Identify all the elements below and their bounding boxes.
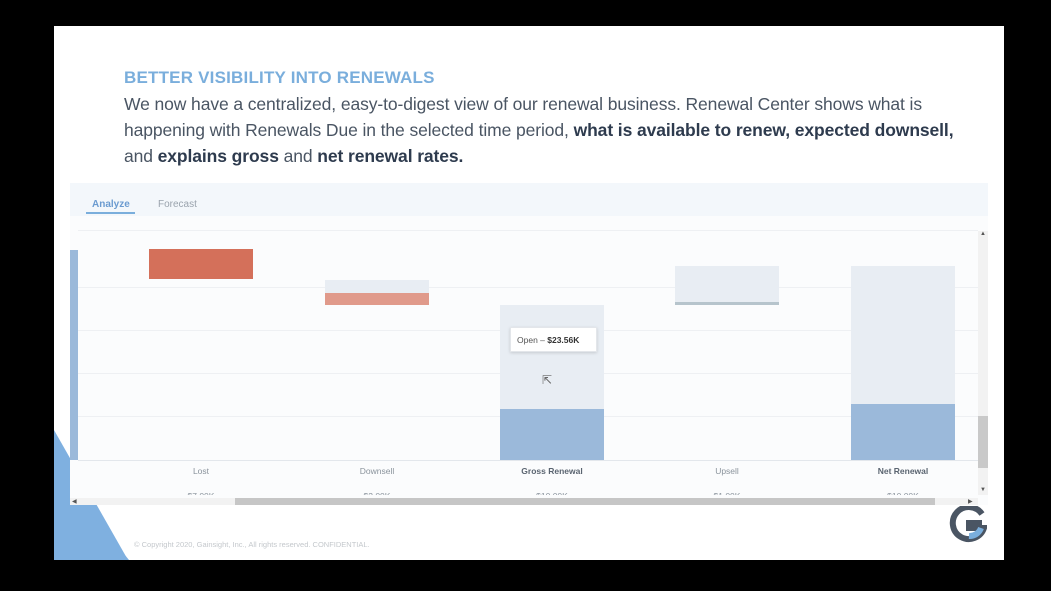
scroll-down-icon[interactable]: ▼: [980, 487, 986, 493]
slide-heading: BETTER VISIBILITY INTO RENEWALS: [124, 68, 435, 87]
bar-downsell[interactable]: [325, 293, 429, 305]
renewal-center-panel: Analyze Forecast Open – $23.56K ⇱ Lost D…: [70, 183, 988, 505]
x-value-net-renewal: $10.00K: [851, 490, 955, 495]
bar-net-renewal-open[interactable]: [851, 266, 955, 404]
bar-upsell[interactable]: [675, 302, 779, 305]
body-seg: We now have a centralized, easy-to-diges…: [124, 94, 922, 140]
bar-net-renewal-closed[interactable]: [851, 404, 955, 460]
body-seg-bold: explains gross: [157, 146, 279, 166]
tab-forecast[interactable]: Forecast: [158, 199, 197, 210]
slide-body: We now have a centralized, easy-to-diges…: [124, 91, 984, 169]
gainsight-logo-icon: [949, 506, 987, 543]
bar-upsell-open[interactable]: [675, 266, 779, 302]
bar-downsell-open[interactable]: [325, 280, 429, 293]
x-label-downsell: Downsell: [359, 466, 395, 476]
x-axis: [78, 460, 978, 461]
body-seg: and: [124, 146, 158, 166]
body-seg-bold: what is available to renew, expected dow…: [573, 120, 954, 140]
x-label-upsell: Upsell: [715, 466, 739, 476]
mouse-cursor-icon: ⇱: [542, 373, 553, 387]
x-value-lost: $7.00K: [149, 490, 253, 495]
scroll-up-icon[interactable]: ▲: [980, 231, 986, 237]
active-tab-underline: [86, 212, 135, 214]
scroll-left-icon[interactable]: ◀: [72, 499, 77, 505]
body-seg: and: [278, 146, 318, 166]
tab-analyze[interactable]: Analyze: [92, 199, 130, 210]
gridline: [78, 230, 978, 231]
vertical-scroll-thumb[interactable]: [978, 416, 988, 468]
x-value-gross-renewal: $10.00K: [500, 490, 604, 495]
x-label-net-renewal: Net Renewal: [877, 466, 929, 476]
x-label-gross-renewal: Gross Renewal: [521, 466, 583, 476]
gridline: [78, 287, 978, 288]
slide: BETTER VISIBILITY INTO RENEWALS We now h…: [54, 26, 1004, 560]
x-value-upsell: $1.00K: [675, 490, 779, 495]
horizontal-scroll-thumb[interactable]: [235, 498, 935, 505]
vertical-scrollbar[interactable]: ▲ ▼: [978, 231, 988, 495]
cut-off-bar: [70, 250, 78, 460]
x-label-lost: Lost: [192, 466, 210, 476]
bar-gross-renewal-closed[interactable]: [500, 409, 604, 460]
tooltip-value: $23.56K: [547, 335, 580, 345]
bar-lost[interactable]: [149, 249, 253, 279]
horizontal-scrollbar[interactable]: ◀ ▶: [70, 498, 978, 505]
tooltip-label: Open –: [517, 335, 548, 345]
scroll-right-icon[interactable]: ▶: [968, 499, 973, 505]
tab-bar: Analyze Forecast: [70, 183, 988, 216]
body-seg-bold: net renewal rates.: [317, 146, 464, 166]
bar-gross-renewal-open[interactable]: [500, 305, 604, 409]
x-value-downsell: $2.00K: [325, 490, 429, 495]
tooltip: Open – $23.56K: [510, 327, 597, 352]
copyright: © Copyright 2020, Gainsight, Inc., All r…: [134, 540, 370, 549]
